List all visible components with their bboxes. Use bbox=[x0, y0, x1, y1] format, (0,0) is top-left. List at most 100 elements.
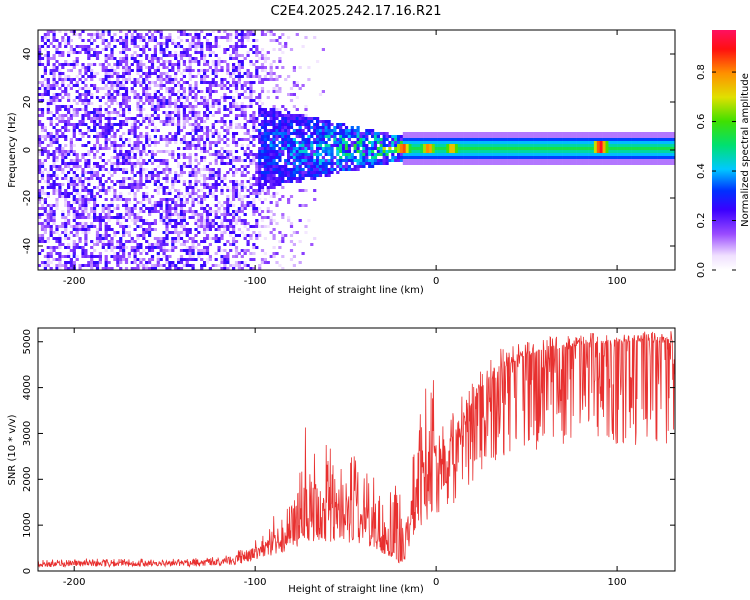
spectrogram-cell bbox=[313, 123, 317, 126]
spectrogram-cell bbox=[185, 189, 189, 192]
spectrogram-cell bbox=[40, 204, 45, 207]
spectrogram-cell bbox=[507, 153, 511, 156]
spectrogram-cell bbox=[171, 153, 175, 156]
spectrogram-cell bbox=[298, 165, 302, 168]
spectrogram-cell bbox=[107, 171, 111, 174]
spectrogram-cell bbox=[266, 177, 270, 180]
spectrogram-cell bbox=[116, 207, 120, 210]
spectrogram-cell bbox=[52, 141, 56, 144]
spectrogram-cell bbox=[524, 156, 528, 159]
spectrogram-cell bbox=[246, 195, 250, 198]
spectrogram-cell bbox=[307, 162, 311, 165]
spectrogram-cell bbox=[110, 246, 114, 249]
spectrogram-cell bbox=[168, 114, 172, 117]
spectrogram-cell bbox=[197, 69, 201, 72]
spectrogram-cell bbox=[69, 159, 73, 162]
spectrogram-cell bbox=[417, 147, 421, 150]
spectrogram-cell bbox=[55, 225, 59, 228]
spectrogram-cell bbox=[324, 159, 328, 162]
spectrogram-cell bbox=[150, 99, 155, 102]
spectrogram-cell bbox=[208, 186, 212, 189]
spectrogram-cell bbox=[330, 168, 334, 171]
spectrogram-cell bbox=[243, 117, 247, 120]
spectrogram-cell bbox=[237, 69, 241, 72]
spectrogram-cell bbox=[321, 168, 325, 171]
spectrogram-cell bbox=[119, 123, 123, 126]
spectrogram-cell bbox=[226, 96, 230, 99]
spectrogram-cell bbox=[344, 168, 349, 171]
spectrogram-cell bbox=[177, 54, 181, 57]
spectrogram-cell bbox=[185, 210, 189, 213]
spectrogram-cell bbox=[342, 159, 346, 162]
spectrogram-cell bbox=[298, 117, 302, 120]
spectrogram-cell bbox=[165, 141, 169, 144]
spectrogram-cell bbox=[174, 75, 178, 78]
spectrogram-cell bbox=[223, 201, 227, 204]
spectrogram-cell bbox=[107, 267, 111, 270]
spectrogram-cell bbox=[81, 180, 85, 183]
spectrogram-cell bbox=[336, 162, 340, 165]
spectrogram-cell bbox=[275, 117, 279, 120]
spectrogram-cell bbox=[177, 84, 181, 87]
spectrogram-cell bbox=[150, 141, 155, 144]
spectrogram-cell bbox=[246, 264, 250, 267]
spectrogram-cell bbox=[40, 264, 45, 267]
spectrogram-cell bbox=[269, 132, 273, 135]
spectrogram-cell bbox=[373, 132, 378, 135]
spectrogram-cell bbox=[52, 57, 56, 60]
spectrogram-cell bbox=[139, 243, 143, 246]
spectrogram-cell bbox=[52, 174, 56, 177]
spectrogram-cell bbox=[585, 138, 589, 141]
spectrogram-cell bbox=[67, 42, 71, 45]
spectrogram-cell bbox=[165, 219, 169, 222]
spectrogram-cell bbox=[544, 135, 548, 138]
spectrogram-cell bbox=[38, 240, 42, 243]
spectrogram-cell bbox=[188, 144, 192, 147]
spectrogram-cell bbox=[95, 192, 100, 195]
spectrogram-cell bbox=[98, 36, 102, 39]
spectrogram-cell bbox=[130, 165, 134, 168]
spectrogram-cell bbox=[174, 240, 178, 243]
spectrogram-cell bbox=[145, 138, 149, 141]
spectrogram-cell bbox=[98, 33, 102, 36]
spectrogram-cell bbox=[278, 42, 282, 45]
spectrogram-cell bbox=[139, 210, 143, 213]
spectrogram-cell bbox=[229, 111, 233, 114]
spectrogram-cell bbox=[249, 117, 253, 120]
spectrogram-cell bbox=[136, 54, 140, 57]
spectrogram-cell bbox=[78, 177, 82, 180]
spectrogram-cell bbox=[217, 225, 221, 228]
spectrogram-cell bbox=[510, 156, 514, 159]
spectrogram-cell bbox=[252, 198, 256, 201]
spectrogram-cell bbox=[165, 162, 169, 165]
figure-title: C2E4.2025.242.17.16.R21 bbox=[270, 4, 441, 19]
spectrogram-cell bbox=[246, 249, 250, 252]
spectrogram-cell bbox=[139, 258, 143, 261]
spectrogram-cell bbox=[84, 45, 88, 48]
spectrogram-cell bbox=[553, 135, 557, 138]
spectrogram-cell bbox=[87, 87, 91, 90]
spectrogram-cell bbox=[124, 45, 129, 48]
spectrogram-cell bbox=[428, 150, 433, 153]
spectrogram-cell bbox=[304, 189, 308, 192]
spectrogram-cell bbox=[61, 195, 65, 198]
spectrogram-cell bbox=[40, 96, 45, 99]
spectrogram-cell bbox=[220, 153, 224, 156]
spectrogram-cell bbox=[475, 153, 479, 156]
spectrogram-cell bbox=[258, 171, 262, 174]
spectrogram-cell bbox=[98, 258, 102, 261]
spectrogram-cell bbox=[510, 150, 514, 153]
spectrogram-cell bbox=[260, 261, 265, 264]
spectrogram-cell bbox=[301, 174, 305, 177]
spectrogram-cell bbox=[107, 33, 111, 36]
spectrogram-cell bbox=[295, 147, 299, 150]
spectrogram-cell bbox=[98, 255, 102, 258]
spectrogram-cell bbox=[119, 75, 123, 78]
spectrogram-cell bbox=[226, 126, 230, 129]
spectrogram-cell bbox=[284, 162, 288, 165]
spectrogram-cell bbox=[188, 207, 192, 210]
spectrogram-cell bbox=[200, 159, 204, 162]
spectrogram-cell bbox=[107, 219, 111, 222]
spectrogram-cell bbox=[220, 87, 224, 90]
spectrogram-cell bbox=[153, 39, 157, 42]
